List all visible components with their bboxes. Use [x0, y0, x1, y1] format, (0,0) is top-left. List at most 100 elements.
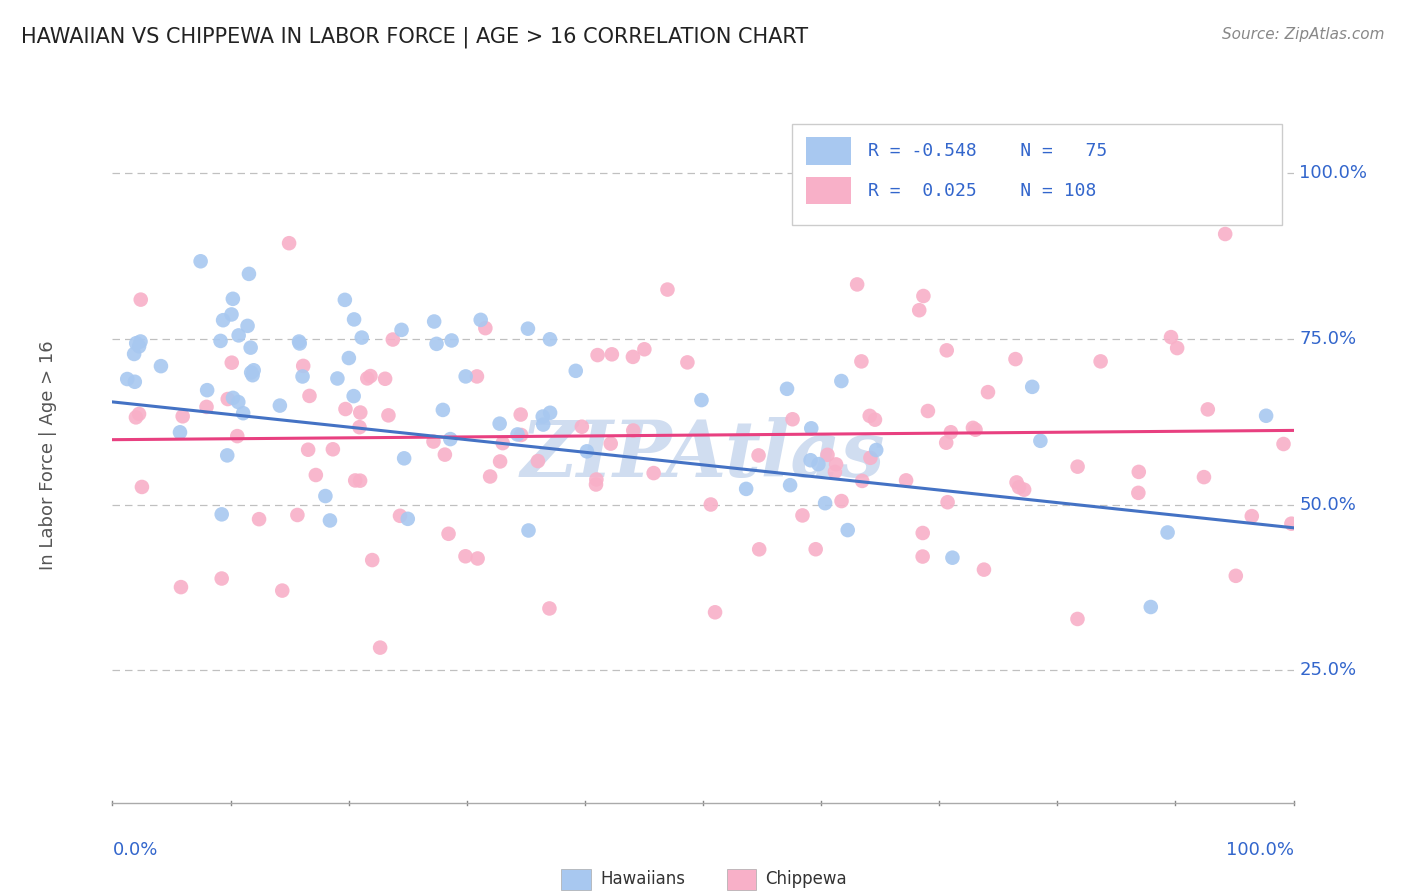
Point [1160, 330, 1182, 344]
Point [222, 391, 245, 405]
Point [1281, 516, 1303, 531]
Point [391, 323, 413, 337]
Point [305, 468, 328, 483]
Point [575, 444, 598, 458]
Point [516, 321, 538, 335]
Point [396, 512, 419, 526]
Point [492, 436, 515, 450]
Point [1029, 434, 1052, 448]
Point [221, 356, 243, 370]
Point [1213, 227, 1236, 241]
Point [131, 480, 153, 494]
Point [510, 428, 533, 442]
Point [585, 473, 607, 487]
Bar [561, 869, 591, 889]
Point [621, 424, 644, 438]
Point [326, 371, 349, 385]
Point [226, 395, 249, 409]
Point [935, 435, 957, 450]
Point [361, 553, 384, 567]
Point [170, 580, 193, 594]
Point [962, 421, 984, 435]
Point [128, 407, 150, 421]
Point [1272, 437, 1295, 451]
Point [337, 351, 360, 365]
Point [333, 293, 356, 307]
Point [735, 482, 758, 496]
Point [439, 432, 461, 446]
Point [911, 526, 934, 541]
Point [1225, 569, 1247, 583]
Point [1128, 465, 1150, 479]
Point [368, 640, 391, 655]
Point [271, 583, 294, 598]
Point [454, 369, 477, 384]
Point [377, 409, 399, 423]
Point [837, 523, 859, 537]
Point [1166, 341, 1188, 355]
Point [824, 465, 846, 479]
Point [228, 328, 250, 343]
Point [356, 371, 378, 385]
Point [292, 359, 315, 373]
Point [704, 605, 727, 619]
Point [298, 389, 321, 403]
Point [1004, 352, 1026, 367]
Point [190, 254, 212, 268]
Point [830, 374, 852, 388]
Point [278, 236, 301, 251]
Point [454, 549, 477, 564]
Point [657, 283, 679, 297]
Point [851, 474, 873, 488]
Point [690, 393, 713, 408]
Point [977, 385, 1000, 400]
Point [344, 474, 367, 488]
Point [350, 330, 373, 344]
Point [122, 347, 145, 361]
Point [538, 601, 561, 615]
Point [232, 406, 254, 420]
Text: R = -0.548    N =   75: R = -0.548 N = 75 [869, 142, 1108, 160]
Point [349, 474, 371, 488]
Text: Hawaiians: Hawaiians [600, 871, 685, 888]
Point [374, 372, 396, 386]
Point [242, 368, 264, 383]
Point [509, 408, 531, 422]
Point [676, 355, 699, 369]
Point [479, 469, 502, 483]
Point [169, 425, 191, 440]
Point [287, 508, 309, 522]
Point [965, 423, 987, 437]
Point [1139, 599, 1161, 614]
Point [936, 495, 959, 509]
Point [117, 372, 139, 386]
Point [700, 498, 723, 512]
Point [917, 404, 939, 418]
Point [1090, 354, 1112, 368]
Point [291, 369, 314, 384]
Point [865, 442, 887, 457]
Point [226, 429, 249, 443]
Point [422, 434, 444, 449]
Point [440, 334, 463, 348]
Point [467, 551, 489, 566]
Text: Chippewa: Chippewa [766, 871, 848, 888]
Point [349, 420, 371, 434]
Point [908, 303, 931, 318]
Point [1066, 459, 1088, 474]
Point [209, 334, 232, 348]
Point [288, 334, 311, 349]
Point [242, 363, 264, 377]
Text: 100.0%: 100.0% [1299, 164, 1368, 182]
Point [621, 350, 644, 364]
Point [894, 474, 917, 488]
Point [807, 457, 830, 471]
Point [211, 572, 233, 586]
Point [911, 549, 934, 564]
Point [939, 425, 962, 440]
Point [124, 375, 146, 389]
Bar [727, 869, 756, 889]
Point [973, 563, 995, 577]
Point [217, 392, 239, 406]
Point [221, 308, 243, 322]
